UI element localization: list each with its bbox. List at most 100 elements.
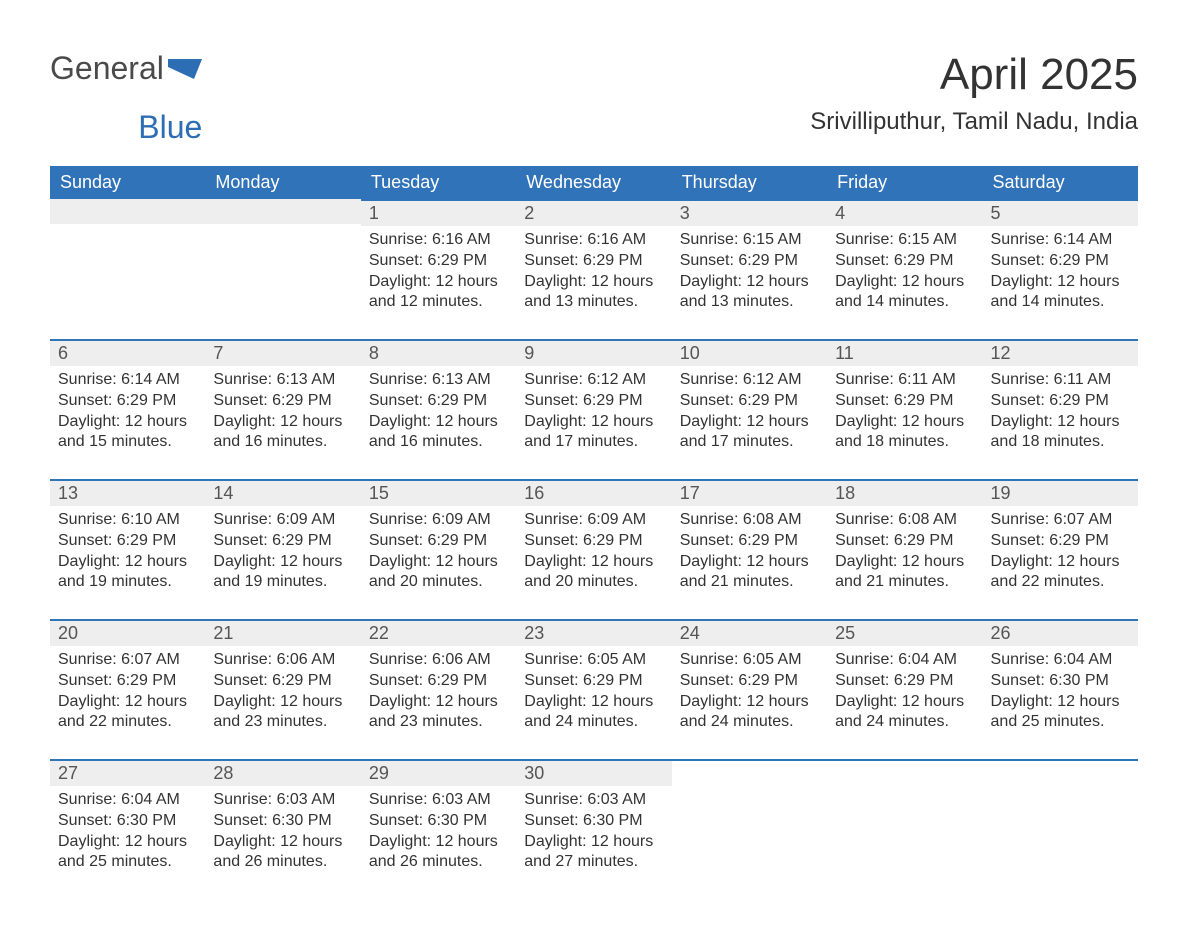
sunrise-line: Sunrise: 6:05 AM — [680, 650, 819, 671]
day-details: Sunrise: 6:13 AMSunset: 6:29 PMDaylight:… — [205, 366, 360, 453]
calendar-day-cell — [205, 199, 360, 339]
calendar-day-cell: 21Sunrise: 6:06 AMSunset: 6:29 PMDayligh… — [205, 619, 360, 759]
daylight-line: Daylight: 12 hours and 18 minutes. — [991, 412, 1130, 454]
sunset-line: Sunset: 6:29 PM — [58, 391, 197, 412]
day-number: 4 — [827, 199, 982, 226]
calendar-day-cell: 30Sunrise: 6:03 AMSunset: 6:30 PMDayligh… — [516, 759, 671, 899]
calendar-week-row: 6Sunrise: 6:14 AMSunset: 6:29 PMDaylight… — [50, 339, 1138, 479]
sunrise-line: Sunrise: 6:16 AM — [369, 230, 508, 251]
sunrise-line: Sunrise: 6:08 AM — [835, 510, 974, 531]
sunset-line: Sunset: 6:29 PM — [524, 251, 663, 272]
day-details: Sunrise: 6:14 AMSunset: 6:29 PMDaylight:… — [50, 366, 205, 453]
day-number: 16 — [516, 479, 671, 506]
day-number: 20 — [50, 619, 205, 646]
sunrise-line: Sunrise: 6:04 AM — [835, 650, 974, 671]
daylight-line: Daylight: 12 hours and 12 minutes. — [369, 272, 508, 314]
calendar-day-cell: 9Sunrise: 6:12 AMSunset: 6:29 PMDaylight… — [516, 339, 671, 479]
day-number: 3 — [672, 199, 827, 226]
day-details: Sunrise: 6:14 AMSunset: 6:29 PMDaylight:… — [983, 226, 1138, 313]
sunrise-line: Sunrise: 6:13 AM — [213, 370, 352, 391]
sunset-line: Sunset: 6:29 PM — [680, 671, 819, 692]
calendar-day-cell: 7Sunrise: 6:13 AMSunset: 6:29 PMDaylight… — [205, 339, 360, 479]
daylight-line: Daylight: 12 hours and 16 minutes. — [369, 412, 508, 454]
daylight-line: Daylight: 12 hours and 22 minutes. — [991, 552, 1130, 594]
sunrise-line: Sunrise: 6:11 AM — [991, 370, 1130, 391]
day-details: Sunrise: 6:16 AMSunset: 6:29 PMDaylight:… — [516, 226, 671, 313]
day-details: Sunrise: 6:04 AMSunset: 6:29 PMDaylight:… — [827, 646, 982, 733]
calendar-week-row: 20Sunrise: 6:07 AMSunset: 6:29 PMDayligh… — [50, 619, 1138, 759]
day-number: 22 — [361, 619, 516, 646]
daylight-line: Daylight: 12 hours and 25 minutes. — [991, 692, 1130, 734]
calendar-day-cell: 27Sunrise: 6:04 AMSunset: 6:30 PMDayligh… — [50, 759, 205, 899]
weekday-header: Sunday — [50, 166, 205, 199]
daylight-line: Daylight: 12 hours and 14 minutes. — [835, 272, 974, 314]
weekday-header: Friday — [827, 166, 982, 199]
daylight-line: Daylight: 12 hours and 18 minutes. — [835, 412, 974, 454]
daylight-line: Daylight: 12 hours and 17 minutes. — [680, 412, 819, 454]
day-number: 6 — [50, 339, 205, 366]
daylight-line: Daylight: 12 hours and 26 minutes. — [213, 832, 352, 874]
day-details: Sunrise: 6:03 AMSunset: 6:30 PMDaylight:… — [516, 786, 671, 873]
logo-text-general: General — [50, 50, 164, 86]
calendar-week-row: 13Sunrise: 6:10 AMSunset: 6:29 PMDayligh… — [50, 479, 1138, 619]
day-details: Sunrise: 6:04 AMSunset: 6:30 PMDaylight:… — [50, 786, 205, 873]
weekday-header: Thursday — [672, 166, 827, 199]
sunrise-line: Sunrise: 6:09 AM — [524, 510, 663, 531]
sunset-line: Sunset: 6:29 PM — [58, 531, 197, 552]
day-details: Sunrise: 6:04 AMSunset: 6:30 PMDaylight:… — [983, 646, 1138, 733]
day-details: Sunrise: 6:09 AMSunset: 6:29 PMDaylight:… — [361, 506, 516, 593]
daylight-line: Daylight: 12 hours and 24 minutes. — [835, 692, 974, 734]
calendar-body: 1Sunrise: 6:16 AMSunset: 6:29 PMDaylight… — [50, 199, 1138, 899]
day-details: Sunrise: 6:09 AMSunset: 6:29 PMDaylight:… — [516, 506, 671, 593]
calendar-week-row: 1Sunrise: 6:16 AMSunset: 6:29 PMDaylight… — [50, 199, 1138, 339]
day-number: 23 — [516, 619, 671, 646]
sunset-line: Sunset: 6:30 PM — [213, 811, 352, 832]
sunrise-line: Sunrise: 6:10 AM — [58, 510, 197, 531]
calendar-week-row: 27Sunrise: 6:04 AMSunset: 6:30 PMDayligh… — [50, 759, 1138, 899]
sunrise-line: Sunrise: 6:08 AM — [680, 510, 819, 531]
day-number: 29 — [361, 759, 516, 786]
sunrise-line: Sunrise: 6:03 AM — [524, 790, 663, 811]
calendar-day-cell: 12Sunrise: 6:11 AMSunset: 6:29 PMDayligh… — [983, 339, 1138, 479]
calendar-day-cell: 28Sunrise: 6:03 AMSunset: 6:30 PMDayligh… — [205, 759, 360, 899]
calendar-day-cell: 19Sunrise: 6:07 AMSunset: 6:29 PMDayligh… — [983, 479, 1138, 619]
day-number: 21 — [205, 619, 360, 646]
daylight-line: Daylight: 12 hours and 13 minutes. — [680, 272, 819, 314]
sunset-line: Sunset: 6:29 PM — [58, 671, 197, 692]
page: General Blue April 2025 Srivilliputhur, … — [0, 0, 1188, 939]
weekday-header: Saturday — [983, 166, 1138, 199]
sunset-line: Sunset: 6:30 PM — [58, 811, 197, 832]
day-number: 8 — [361, 339, 516, 366]
calendar-day-cell: 16Sunrise: 6:09 AMSunset: 6:29 PMDayligh… — [516, 479, 671, 619]
calendar-day-cell: 25Sunrise: 6:04 AMSunset: 6:29 PMDayligh… — [827, 619, 982, 759]
daylight-line: Daylight: 12 hours and 14 minutes. — [991, 272, 1130, 314]
calendar-day-cell: 20Sunrise: 6:07 AMSunset: 6:29 PMDayligh… — [50, 619, 205, 759]
day-details: Sunrise: 6:07 AMSunset: 6:29 PMDaylight:… — [983, 506, 1138, 593]
day-number: 2 — [516, 199, 671, 226]
sunrise-line: Sunrise: 6:09 AM — [213, 510, 352, 531]
sunset-line: Sunset: 6:30 PM — [524, 811, 663, 832]
sunset-line: Sunset: 6:29 PM — [991, 251, 1130, 272]
day-details: Sunrise: 6:05 AMSunset: 6:29 PMDaylight:… — [672, 646, 827, 733]
day-number — [983, 759, 1138, 786]
sunset-line: Sunset: 6:29 PM — [835, 531, 974, 552]
day-number: 9 — [516, 339, 671, 366]
sunset-line: Sunset: 6:29 PM — [213, 671, 352, 692]
sunset-line: Sunset: 6:29 PM — [213, 391, 352, 412]
day-details: Sunrise: 6:09 AMSunset: 6:29 PMDaylight:… — [205, 506, 360, 593]
calendar-day-cell: 14Sunrise: 6:09 AMSunset: 6:29 PMDayligh… — [205, 479, 360, 619]
calendar-day-cell: 10Sunrise: 6:12 AMSunset: 6:29 PMDayligh… — [672, 339, 827, 479]
logo-flag-icon — [168, 66, 202, 83]
day-details: Sunrise: 6:03 AMSunset: 6:30 PMDaylight:… — [361, 786, 516, 873]
day-number: 1 — [361, 199, 516, 226]
day-number — [827, 759, 982, 786]
weekday-header: Monday — [205, 166, 360, 199]
day-number: 13 — [50, 479, 205, 506]
daylight-line: Daylight: 12 hours and 24 minutes. — [524, 692, 663, 734]
day-number: 24 — [672, 619, 827, 646]
daylight-line: Daylight: 12 hours and 20 minutes. — [524, 552, 663, 594]
day-number: 18 — [827, 479, 982, 506]
sunset-line: Sunset: 6:29 PM — [991, 391, 1130, 412]
calendar-day-cell — [50, 199, 205, 339]
sunset-line: Sunset: 6:29 PM — [680, 531, 819, 552]
